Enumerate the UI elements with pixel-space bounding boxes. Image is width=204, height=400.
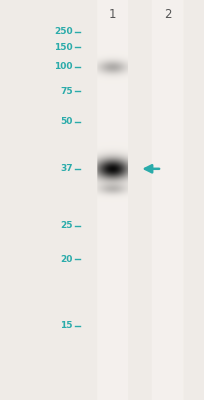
Text: 75: 75: [60, 87, 72, 96]
Text: 150: 150: [54, 43, 72, 52]
Text: 37: 37: [60, 164, 72, 173]
Text: 2: 2: [164, 8, 171, 20]
Text: 20: 20: [60, 255, 72, 264]
Text: 50: 50: [60, 118, 72, 126]
Text: 100: 100: [54, 62, 72, 71]
Text: 1: 1: [109, 8, 116, 20]
Text: 250: 250: [54, 28, 72, 36]
Text: 15: 15: [60, 322, 72, 330]
Text: 25: 25: [60, 222, 72, 230]
